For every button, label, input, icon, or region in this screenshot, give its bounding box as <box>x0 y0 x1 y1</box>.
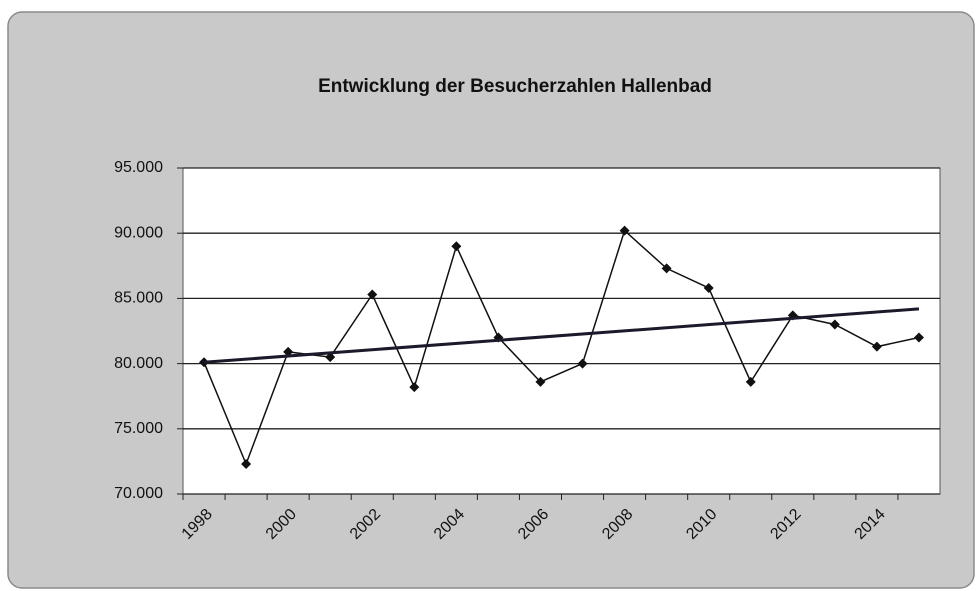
y-tick-label: 85.000 <box>114 290 163 307</box>
data-point <box>325 352 336 363</box>
trend-line <box>203 307 920 364</box>
y-tick-label: 75.000 <box>114 420 163 437</box>
data-point <box>241 459 252 470</box>
data-point <box>619 225 630 236</box>
plot-area <box>182 167 941 495</box>
data-point <box>661 263 672 274</box>
data-point <box>745 376 756 387</box>
y-tick-label: 90.000 <box>114 224 163 241</box>
y-tick-label: 70.000 <box>114 485 163 502</box>
data-point <box>367 289 378 300</box>
chart-title: Entwicklung der Besucherzahlen Hallenbad <box>318 76 712 97</box>
data-point <box>535 376 546 387</box>
data-point <box>577 358 588 369</box>
data-point <box>703 282 714 293</box>
data-point <box>451 241 462 252</box>
y-tick-label: 95.000 <box>114 159 163 176</box>
data-point <box>829 319 840 330</box>
data-point <box>913 332 924 343</box>
y-tick-label: 80.000 <box>114 355 163 372</box>
data-point <box>409 382 420 393</box>
data-point <box>871 341 882 352</box>
